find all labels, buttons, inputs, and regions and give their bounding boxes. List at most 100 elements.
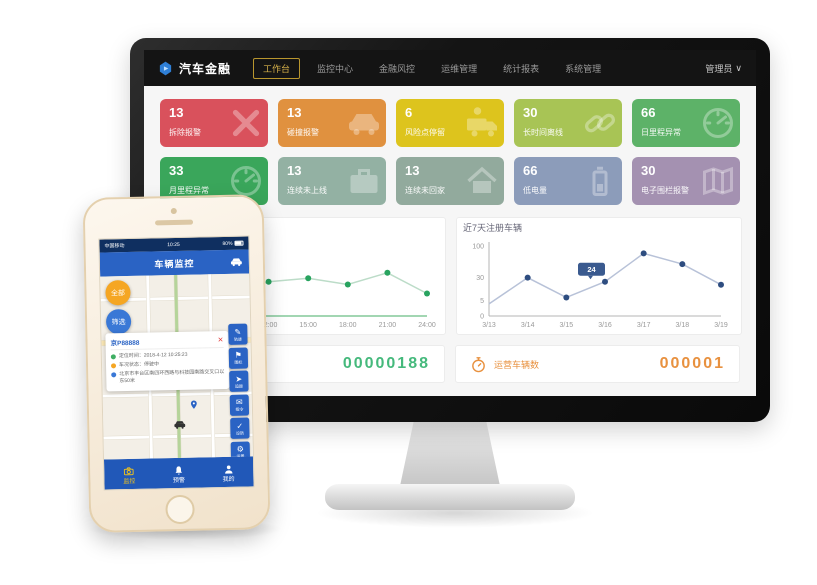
tile-label: 连续未回家 xyxy=(405,186,445,195)
map-tool-command-button[interactable]: ✉ 指令 xyxy=(229,393,250,416)
nav-item-workbench[interactable]: 工作台 xyxy=(253,57,301,79)
tools-icon xyxy=(228,105,264,141)
popup-row-text: 北京市丰台区南四环西路与科技园南路交叉口以东50米 xyxy=(119,369,225,385)
tile-value: 66 xyxy=(523,163,538,178)
car-icon xyxy=(346,105,382,141)
monitor-stand-neck xyxy=(400,420,500,486)
brand: 汽车金融 xyxy=(158,60,231,77)
phone-screen: 中国移动 10:25 80% 车辆监控 全部 xyxy=(98,235,255,491)
svg-text:3/16: 3/16 xyxy=(598,322,612,329)
fab-filter-button[interactable]: 筛选 xyxy=(105,308,132,335)
svg-text:0: 0 xyxy=(480,314,484,321)
top-nav: 汽车金融 工作台 监控中心 金融风控 运维管理 统计报表 系统管理 管理员 ∨ xyxy=(144,50,756,86)
map-tool-fence-button[interactable]: ⚑ 围栏 xyxy=(228,347,249,369)
plate-number: 京P88888 xyxy=(110,339,140,348)
tab-label: 预警 xyxy=(172,477,186,484)
counter-value: 00000188 xyxy=(342,355,430,372)
phone: 中国移动 10:25 80% 车辆监控 全部 xyxy=(82,194,271,533)
svg-text:3/18: 3/18 xyxy=(676,322,690,329)
tab-profile[interactable]: 我的 xyxy=(203,456,253,487)
svg-text:15:00: 15:00 xyxy=(299,322,317,329)
location-pin-icon[interactable] xyxy=(189,397,199,409)
home-button[interactable] xyxy=(164,494,195,525)
svg-text:3/15: 3/15 xyxy=(560,322,574,329)
popup-header: 京P88888 ✕ xyxy=(110,335,224,351)
svg-text:21:00: 21:00 xyxy=(379,322,397,329)
gauge-icon xyxy=(228,163,264,199)
arrow-icon: ➤ xyxy=(235,374,243,384)
car-icon[interactable] xyxy=(230,255,243,268)
tile-label: 低电量 xyxy=(523,186,547,195)
map-view[interactable]: 全部 筛选 京P88888 ✕ 定位时间：2018-4-12 10:25:23 xyxy=(100,273,253,460)
location-dot-icon xyxy=(111,372,117,378)
svg-text:12:00: 12:00 xyxy=(260,322,278,329)
tile-remove-alarm[interactable]: 13 拆除报警 xyxy=(160,99,268,147)
phone-front-camera xyxy=(170,207,177,215)
svg-text:100: 100 xyxy=(472,244,484,251)
popup-row-text: 定位时间：2018-4-12 10:25:23 xyxy=(118,351,188,360)
chevron-down-icon: ∨ xyxy=(735,62,742,73)
phone-speaker xyxy=(154,219,193,226)
tile-value: 33 xyxy=(169,163,184,178)
tile-continuously-not-online[interactable]: 13 连续未上线 xyxy=(278,157,386,205)
tile-value: 13 xyxy=(287,163,302,178)
tile-label: 碰撞报警 xyxy=(287,128,319,137)
popup-row-status: 车况状态：停驶中 xyxy=(110,360,224,369)
user-menu[interactable]: 管理员 ∨ xyxy=(705,62,742,75)
brand-logo-icon xyxy=(159,61,172,75)
map-toolbar: ✎ 轨迹 ⚑ 围栏 ➤ 追踪 ✉ 指令 xyxy=(228,323,251,460)
gauge-icon xyxy=(700,105,736,141)
tool-label: 追踪 xyxy=(234,383,244,389)
tile-label: 拆除报警 xyxy=(169,128,201,137)
tile-collision-alarm[interactable]: 13 碰撞报警 xyxy=(278,99,386,147)
carrier-label: 中国移动 xyxy=(104,243,125,250)
map-tool-arm-button[interactable]: ✓ 设防 xyxy=(230,417,250,439)
tile-efence-alarm[interactable]: 30 电子围栏报警 xyxy=(632,157,740,205)
user-name: 管理员 xyxy=(705,63,733,74)
tab-label: 我的 xyxy=(222,476,235,483)
tile-continuously-not-home[interactable]: 13 连续未回家 xyxy=(396,157,504,205)
tile-label: 月里程异常 xyxy=(169,186,209,195)
camera-icon xyxy=(123,463,134,475)
tile-value: 13 xyxy=(169,105,184,120)
tool-label: 围栏 xyxy=(234,359,243,365)
vehicle-marker-icon[interactable] xyxy=(173,418,186,431)
status-dot-icon xyxy=(110,363,117,369)
operating-vehicles-counter: 运营车辆数 000001 xyxy=(455,345,740,383)
close-icon[interactable]: ✕ xyxy=(217,337,224,345)
tile-label: 风险点停留 xyxy=(405,128,445,137)
nav-item-system-management[interactable]: 系统管理 xyxy=(565,63,602,74)
svg-text:30: 30 xyxy=(476,275,484,282)
tab-label: 监控 xyxy=(123,478,136,485)
tool-label: 轨迹 xyxy=(233,336,243,342)
map-tool-track-button[interactable]: ✎ 轨迹 xyxy=(228,323,248,345)
nav-item-statistics-report[interactable]: 统计报表 xyxy=(503,63,540,74)
tile-low-battery[interactable]: 66 低电量 xyxy=(514,157,622,205)
tab-alerts[interactable]: 预警 xyxy=(154,457,204,488)
tab-monitor[interactable]: 监控 xyxy=(104,458,154,489)
tile-value: 30 xyxy=(641,163,656,178)
battery-percent: 80% xyxy=(222,240,233,247)
nav-item-monitor-center[interactable]: 监控中心 xyxy=(317,63,354,74)
vehicle-info-popup: 京P88888 ✕ 定位时间：2018-4-12 10:25:23 车况状态：停… xyxy=(105,330,230,392)
tile-risk-point-stay[interactable]: 6 风险点停留 xyxy=(396,99,504,147)
svg-text:5: 5 xyxy=(480,298,484,305)
truck-icon xyxy=(464,105,500,141)
popup-row-text: 车况状态：停驶中 xyxy=(118,361,160,369)
envelope-icon: ✉ xyxy=(235,397,243,407)
fab-label: 筛选 xyxy=(111,318,126,326)
tile-value: 30 xyxy=(523,105,538,120)
map-tool-trace-button[interactable]: ➤ 追踪 xyxy=(229,370,249,392)
tool-label: 设防 xyxy=(235,430,245,436)
fab-all-button[interactable]: 全部 xyxy=(105,279,131,306)
fab-label: 全部 xyxy=(110,289,126,297)
brand-name: 汽车金融 xyxy=(179,61,232,76)
tile-daily-mileage-abnormal[interactable]: 66 日里程异常 xyxy=(632,99,740,147)
person-icon xyxy=(223,461,234,474)
monitor-stand-base xyxy=(325,484,575,510)
tile-long-time-offline[interactable]: 30 长时间离线 xyxy=(514,99,622,147)
battery-icon xyxy=(234,240,244,246)
nav-item-ops-management[interactable]: 运维管理 xyxy=(441,63,478,74)
nav-item-finance-risk[interactable]: 金融风控 xyxy=(379,63,416,74)
